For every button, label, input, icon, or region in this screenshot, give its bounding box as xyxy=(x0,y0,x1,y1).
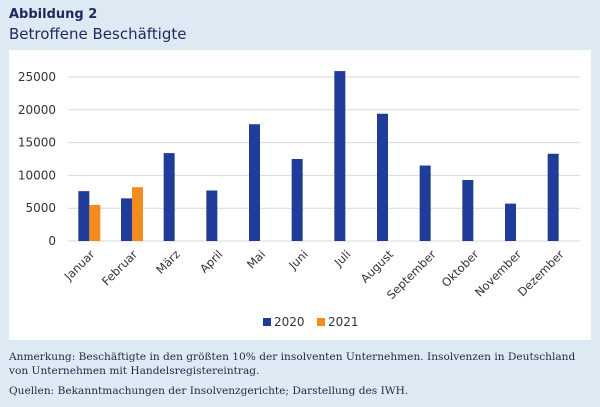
x-tick-label: Juni xyxy=(285,247,311,273)
x-tick-label: Mai xyxy=(244,247,268,271)
bar-2020-september xyxy=(419,165,431,241)
bar-2020-februar xyxy=(121,198,132,241)
x-tick-label: Dezember xyxy=(515,247,567,299)
x-tick-label: März xyxy=(153,247,183,277)
bar-2020-april xyxy=(206,190,218,241)
y-tick-label: 0 xyxy=(48,234,56,248)
bar-2020-märz xyxy=(163,153,175,241)
bar-2020-oktober xyxy=(462,179,474,241)
x-tick-label: August xyxy=(358,247,397,286)
figure-title: Betroffene Beschäftigte xyxy=(9,25,187,43)
y-tick-label: 5000 xyxy=(25,201,56,215)
chart-panel: 0 5000 10000 15000 20000 25000 Januar Februar Mä… xyxy=(9,50,591,340)
x-tick-label: April xyxy=(197,247,225,275)
bar-2020-august xyxy=(377,113,388,241)
x-tick-label: Februar xyxy=(99,247,140,288)
legend-swatch-2021 xyxy=(317,318,325,326)
bar-chart: 0 5000 10000 15000 20000 25000 Januar Februar Mä… xyxy=(18,70,580,329)
legend-label: 2021 xyxy=(328,315,359,329)
y-tick-label: 20000 xyxy=(18,103,56,117)
legend-swatch-2020 xyxy=(263,318,271,326)
bar-2020-januar xyxy=(78,191,90,241)
x-tick-label: Oktober xyxy=(439,247,482,290)
y-tick-label: 10000 xyxy=(18,168,56,182)
note-anmerkung: Anmerkung: Beschäftigte in den größten 1… xyxy=(9,351,576,377)
bar-2020-november xyxy=(505,203,516,241)
bar-2021-januar xyxy=(89,204,101,241)
bar-2021-februar xyxy=(132,187,143,241)
x-tick-label: Juli xyxy=(331,247,354,270)
bar-2020-mai xyxy=(249,124,260,241)
figure-label: Abbildung 2 xyxy=(9,7,98,22)
y-tick-label: 15000 xyxy=(18,136,56,150)
bar-2020-dezember xyxy=(547,153,559,241)
note-quellen: Quellen: Bekanntmachungen der Insolvenzg… xyxy=(9,385,409,397)
bar-2020-juli xyxy=(334,71,346,241)
y-tick-label: 25000 xyxy=(18,70,56,84)
x-tick-label: Januar xyxy=(61,247,98,284)
bar-2020-juni xyxy=(291,159,303,241)
legend-label: 2020 xyxy=(274,315,305,329)
